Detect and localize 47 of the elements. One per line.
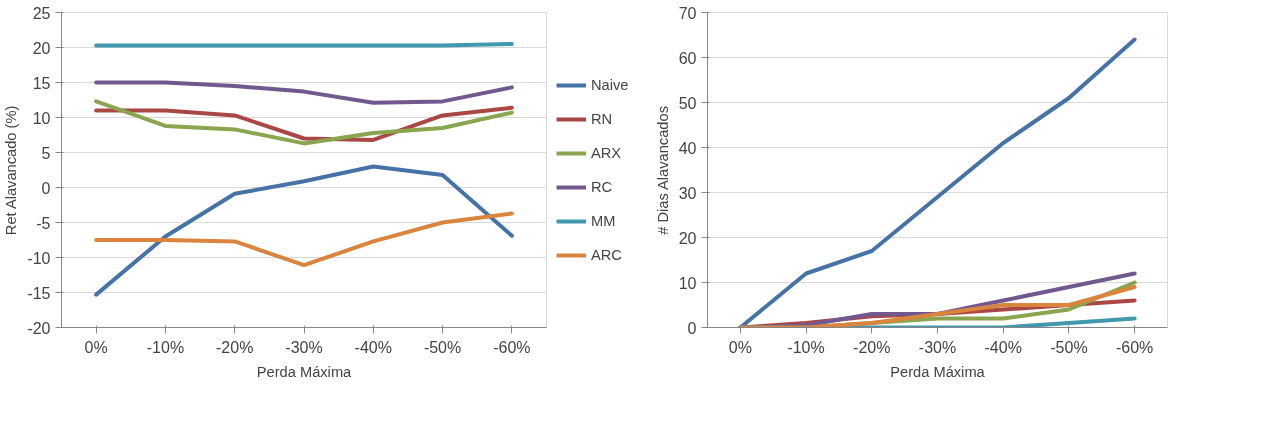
x-tick-label: 0% xyxy=(84,338,108,356)
y-tick-label: 20 xyxy=(678,229,697,247)
y-tick-label: 30 xyxy=(678,184,697,202)
y-tick-label: 5 xyxy=(41,144,51,162)
x-axis-title: Perda Máxima xyxy=(256,363,353,380)
y-tick-label: -5 xyxy=(36,214,51,232)
y-tick-label: 10 xyxy=(32,109,51,127)
x-tick-label: -50% xyxy=(1050,338,1088,356)
y-tick-label: -15 xyxy=(27,284,51,302)
y-tick-label: 50 xyxy=(678,94,697,112)
legend-label: RN xyxy=(591,110,613,127)
legend-label: ARC xyxy=(591,246,622,263)
x-tick-label: -60% xyxy=(1115,338,1154,356)
x-tick-label: -40% xyxy=(984,338,1022,356)
legend-label: Naive xyxy=(591,76,629,93)
x-axis-title: Perda Máxima xyxy=(890,363,986,380)
legend-label: MM xyxy=(591,212,616,229)
y-tick-label: 0 xyxy=(687,319,697,337)
y-tick-label: 20 xyxy=(32,39,51,57)
x-tick-label: -20% xyxy=(853,338,891,356)
x-tick-label: -30% xyxy=(285,338,323,356)
x-tick-label: 0% xyxy=(728,338,752,356)
x-tick-label: -20% xyxy=(216,338,254,356)
y-tick-label: 25 xyxy=(32,4,51,22)
y-tick-label: 60 xyxy=(678,49,697,67)
y-axis-title: Ret Alavancado (%) xyxy=(3,105,20,236)
y-tick-label: -20 xyxy=(27,319,51,337)
y-tick-label: 0 xyxy=(41,179,51,197)
y-axis-title: # Dias Alavancados xyxy=(654,106,671,235)
line-series xyxy=(94,80,514,105)
y-tick-label: -10 xyxy=(27,249,51,267)
legend-label: ARX xyxy=(591,144,622,161)
line-series xyxy=(94,164,514,297)
x-tick-label: -10% xyxy=(787,338,825,356)
line-series xyxy=(738,37,1137,328)
x-tick-label: -30% xyxy=(918,338,957,356)
y-tick-label: 15 xyxy=(32,74,51,92)
x-tick-label: -50% xyxy=(423,338,462,356)
y-tick-label: 70 xyxy=(678,4,697,22)
x-tick-label: -10% xyxy=(146,338,185,356)
line-series xyxy=(94,211,514,268)
line-series xyxy=(94,99,514,146)
y-tick-label: 10 xyxy=(678,274,697,292)
y-tick-label: 40 xyxy=(678,139,697,157)
x-tick-label: -40% xyxy=(354,338,392,356)
x-tick-label: -60% xyxy=(493,338,531,356)
legend-label: RC xyxy=(591,178,613,195)
